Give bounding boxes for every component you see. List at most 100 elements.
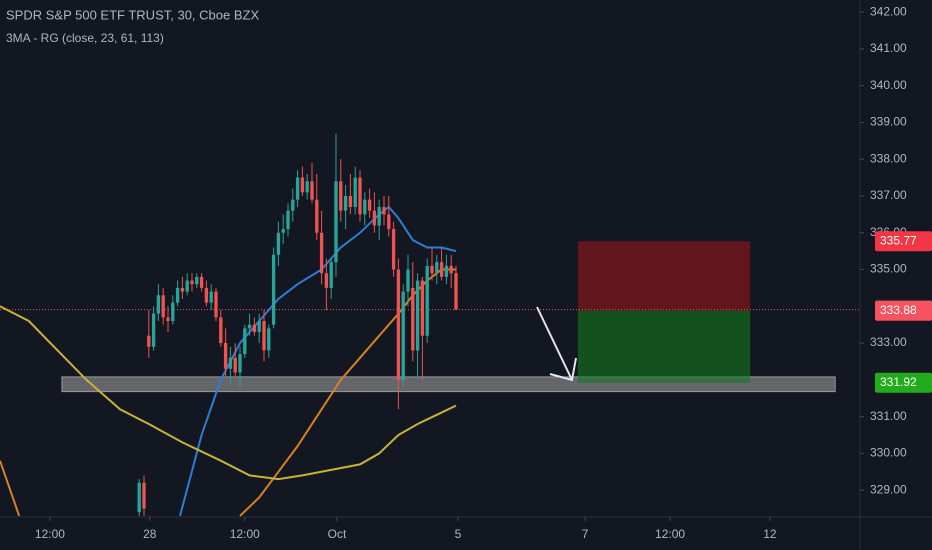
candle-body	[147, 335, 151, 347]
price-badge	[875, 231, 932, 252]
candle-body	[334, 181, 338, 263]
candle-body	[166, 317, 170, 322]
candle-body	[204, 287, 209, 303]
candle-body	[142, 482, 146, 509]
candle-body	[195, 276, 199, 285]
arrow-head	[549, 357, 577, 382]
x-tick-label: 5	[455, 527, 462, 541]
candle-body	[233, 357, 237, 373]
x-tick-label: Oct	[328, 527, 347, 541]
price-badge	[875, 372, 932, 393]
candle-body	[151, 313, 156, 347]
x-tick-label: 12	[763, 527, 777, 541]
candle-body	[382, 207, 386, 215]
candle-body	[310, 181, 314, 200]
x-tick-label: 12:00	[230, 527, 260, 541]
moving-average	[179, 205, 457, 517]
candle-body	[257, 321, 261, 333]
x-tick-label: 12:00	[655, 527, 685, 541]
candle-body	[281, 229, 285, 233]
candle-body	[199, 276, 204, 288]
y-tick-label: 342.00	[870, 4, 907, 18]
candle-body	[324, 273, 329, 288]
y-tick-label: 335.00	[870, 262, 907, 276]
chart-title: SPDR S&P 500 ETF TRUST, 30, Cboe BZX	[6, 7, 259, 22]
candle-body	[411, 287, 415, 351]
candle-body	[247, 324, 252, 329]
candle-body	[391, 229, 396, 270]
y-tick-label: 339.00	[870, 115, 907, 129]
candle-body	[238, 354, 242, 373]
candle-body	[449, 265, 453, 274]
candle-body	[286, 210, 290, 230]
y-tick-label: 331.00	[870, 409, 907, 423]
candle-body	[291, 199, 295, 211]
reward-zone	[577, 310, 751, 383]
y-tick-label: 333.00	[870, 335, 907, 349]
price-badge-label: 331.92	[880, 375, 917, 389]
candle-body	[435, 262, 439, 274]
moving-average	[0, 305, 457, 481]
candle-body	[415, 280, 420, 351]
candle-body	[387, 214, 391, 230]
y-tick-label: 329.00	[870, 482, 907, 496]
candle-body	[190, 280, 194, 285]
candle-body	[156, 295, 161, 314]
candle-body	[228, 357, 233, 369]
x-tick-label: 28	[143, 527, 157, 541]
candle-body	[358, 177, 362, 215]
candle-body	[171, 302, 175, 322]
price-badge	[875, 300, 932, 321]
candle-body	[454, 273, 458, 310]
candle-body	[223, 343, 228, 369]
candle-body	[367, 199, 372, 211]
candle-body	[444, 265, 449, 277]
candle-body	[315, 199, 319, 233]
candle-body	[267, 328, 271, 351]
candle-body	[276, 232, 281, 255]
candle-body	[180, 287, 185, 292]
y-tick-label: 337.00	[870, 188, 907, 202]
candle-body	[377, 207, 381, 226]
candle-body	[262, 321, 266, 351]
candle-body	[329, 262, 333, 288]
candle-body	[430, 265, 434, 274]
candle-body	[305, 181, 309, 193]
candle-body	[339, 181, 343, 211]
candle-body	[243, 328, 247, 355]
y-tick-label: 341.00	[870, 41, 907, 55]
candle-body	[406, 269, 410, 292]
candle-body	[372, 210, 377, 226]
arrow	[536, 306, 573, 381]
candle-body	[363, 199, 367, 215]
candle-body	[425, 265, 429, 336]
candle-body	[209, 291, 213, 303]
candle-body	[252, 324, 257, 333]
y-tick-label: 338.00	[870, 151, 907, 165]
candle-body	[219, 317, 223, 344]
risk-zone	[577, 241, 751, 311]
candle-body	[439, 262, 444, 277]
candle-body	[401, 291, 405, 380]
candle-body	[396, 269, 401, 380]
candle-body	[271, 254, 276, 325]
candle-body	[185, 280, 189, 292]
y-tick-label: 330.00	[870, 446, 907, 460]
candle-body	[137, 482, 141, 513]
candle-body	[348, 195, 353, 208]
candle-body	[319, 232, 324, 274]
x-tick-label: 12:00	[35, 527, 65, 541]
x-tick-label: 7	[582, 527, 589, 541]
price-badge-label: 335.77	[880, 233, 917, 247]
candle-body	[353, 177, 357, 208]
candle-body	[161, 295, 165, 318]
candle-body	[214, 291, 218, 318]
plot-area	[0, 133, 860, 517]
candle-body	[295, 177, 300, 200]
y-tick-label: 340.00	[870, 78, 907, 92]
candle-body	[420, 280, 425, 336]
candle-body	[175, 287, 180, 303]
price-badge-label: 333.88	[880, 303, 917, 317]
